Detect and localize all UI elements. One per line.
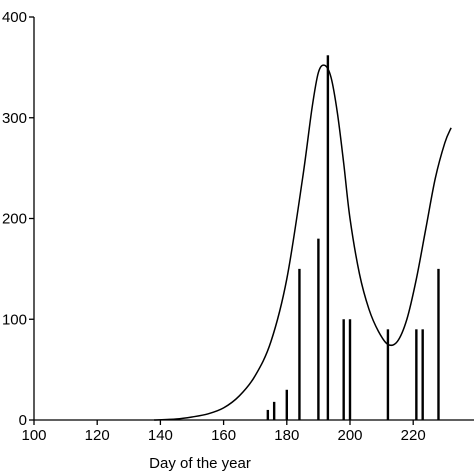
x-tick-label: 120 <box>85 427 110 444</box>
bar <box>266 409 270 420</box>
bar <box>386 329 390 420</box>
bar <box>298 268 301 420</box>
x-tick-label: 180 <box>274 427 299 444</box>
bar <box>415 329 418 420</box>
bar <box>285 389 288 420</box>
x-tick-label: 160 <box>211 427 236 444</box>
y-tick-label: 200 <box>2 211 27 228</box>
x-ticks: 100 120 140 160 180 200 220 <box>21 420 426 444</box>
x-tick-label: 140 <box>148 427 173 444</box>
x-axis-label: Day of the year <box>149 455 251 472</box>
y-tick-label: 0 <box>19 412 27 429</box>
bar <box>437 268 440 420</box>
y-tick-label: 300 <box>2 110 27 127</box>
bar <box>342 319 345 420</box>
bar <box>317 238 320 420</box>
y-ticks: 0 100 200 300 400 <box>2 9 34 429</box>
axes <box>33 17 474 421</box>
x-tick-label: 200 <box>337 427 362 444</box>
fitted-curve <box>154 64 452 421</box>
bars <box>266 55 440 420</box>
x-tick-label: 220 <box>401 427 426 444</box>
bar <box>326 55 330 420</box>
bar <box>348 319 352 420</box>
y-tick-label: 100 <box>2 311 27 328</box>
bar <box>272 401 276 420</box>
bar <box>421 329 424 420</box>
x-tick-label: 100 <box>21 427 46 444</box>
y-tick-label: 400 <box>2 9 27 26</box>
